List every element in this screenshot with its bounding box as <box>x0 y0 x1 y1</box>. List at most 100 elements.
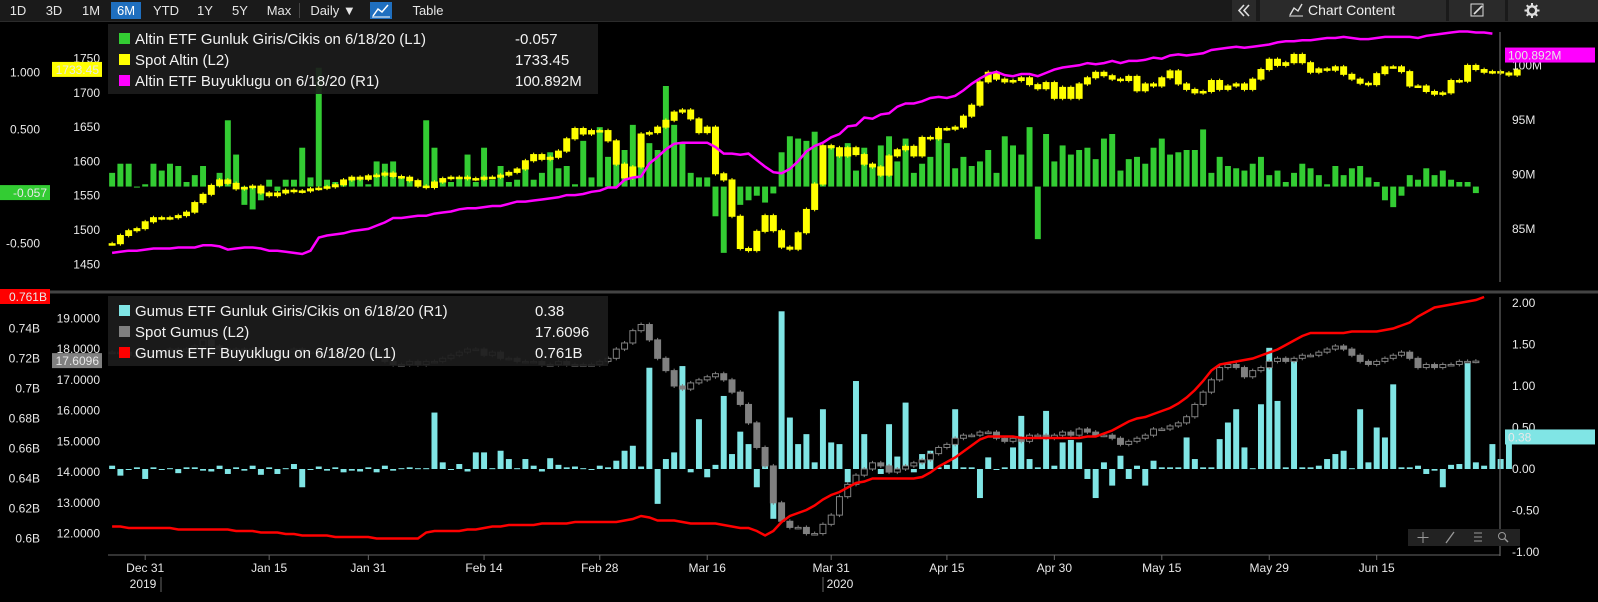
silver-flows-bar-6 <box>158 469 165 470</box>
x-year-label-1: 2020 <box>827 577 854 591</box>
spot-silver-candle-75 <box>728 379 736 393</box>
gold-flows-bar-11 <box>200 166 207 187</box>
spot-silver-candle-67 <box>662 357 670 372</box>
range-1d-button[interactable]: 1D <box>9 3 27 18</box>
silver-flows-bar-7 <box>167 468 173 470</box>
silver-flows-bar-28 <box>340 469 347 473</box>
spot-gold-candle-74 <box>720 173 728 181</box>
gold-flows-bar-156 <box>1398 186 1405 196</box>
spot-gold-candle-127 <box>1158 77 1166 87</box>
spot-silver-candle-161 <box>1439 363 1447 369</box>
silver-flows-bar-135 <box>1224 422 1231 469</box>
gold-flows-bar-49 <box>514 179 521 187</box>
spot-gold-candle-120 <box>1100 71 1108 77</box>
range-max-button[interactable]: Max <box>266 3 292 18</box>
range-6m-button[interactable]: 6M <box>111 2 141 19</box>
silver-flows-bar-131 <box>1191 459 1198 469</box>
spot-gold-candle-29 <box>348 176 356 181</box>
gold-flows-bar-119 <box>1092 159 1099 187</box>
silver-flows-bar-152 <box>1365 462 1372 469</box>
legend-swatch-gold-etf-size <box>119 75 130 86</box>
spot-gold-candle-114 <box>1050 82 1058 99</box>
spot-gold-candle-134 <box>1216 80 1224 90</box>
silver-flows-bar-148 <box>1332 454 1339 469</box>
zoom-icon[interactable] <box>1498 532 1509 543</box>
spot-silver-candle-151 <box>1356 354 1364 362</box>
silver-flows-bar-53 <box>547 458 554 469</box>
silver-flows-bar-12 <box>208 469 215 472</box>
legend-value-silver-etf-size: 0.761B <box>535 345 583 362</box>
collapse-panel-button[interactable] <box>1232 0 1256 21</box>
silver-etf-size-line <box>112 295 1485 540</box>
spot-silver-l2-tick-4: 15.0000 <box>57 434 101 448</box>
spot-silver-candle-156 <box>1398 351 1405 356</box>
silver-flows-bar-45 <box>481 452 488 469</box>
gold-etf-size-r1-tick-1: 95M <box>1512 113 1535 127</box>
spot-silver-candle-135 <box>1224 363 1232 369</box>
line-chart-type-button[interactable] <box>370 2 392 19</box>
draw-line-icon[interactable] <box>1445 531 1455 544</box>
gold-panel: 1.0000.500-0.500175017001650160015501500… <box>0 30 1595 282</box>
spot-gold-l2-tick-5: 1500 <box>73 223 100 237</box>
spot-gold-candle-125 <box>1141 83 1149 92</box>
table-button[interactable]: Table <box>412 3 444 18</box>
spot-gold-candle-156 <box>1398 66 1405 73</box>
silver-flows-bar-137 <box>1241 447 1248 469</box>
range-1m-button[interactable]: 1M <box>81 3 101 18</box>
gold-flows-bar-68 <box>671 124 678 187</box>
chart-content-button[interactable]: Chart Content <box>1260 0 1446 21</box>
spot-gold-candle-166 <box>1480 69 1488 73</box>
silver-flows-bar-127 <box>1158 467 1165 469</box>
gold-flows-bar-6 <box>158 170 165 187</box>
gold-flows-bar-3 <box>133 186 140 188</box>
gold-flows-bar-72 <box>704 177 711 187</box>
spot-silver-l2-badge-bg <box>52 353 102 369</box>
edit-button[interactable] <box>1449 0 1505 21</box>
range-5y-button[interactable]: 5Y <box>232 3 248 18</box>
silver-flows-bar-117 <box>1076 442 1083 469</box>
silver-flows-bar-66 <box>654 469 661 504</box>
gold-flows-bar-97 <box>910 172 917 187</box>
gold-flows-bar-151 <box>1357 166 1364 187</box>
spot-gold-candle-3 <box>133 228 141 232</box>
gold-flows-bar-73 <box>712 186 719 217</box>
gold-flows-bar-2 <box>125 163 132 187</box>
frequency-dropdown[interactable]: Daily ▼ <box>310 3 356 18</box>
silver-flows-bar-122 <box>1117 455 1124 469</box>
list-icon[interactable] <box>1474 532 1482 542</box>
gold-flows-bar-39 <box>431 147 438 187</box>
silver-flows-bar-105 <box>976 469 983 499</box>
spot-silver-candle-140 <box>1265 360 1273 369</box>
silver-flows-bar-94 <box>886 424 893 469</box>
legend-label-silver-etf-size: Gumus ETF Buyuklugu on 6/18/20 (L1) <box>135 345 396 362</box>
spot-silver-candle-95 <box>893 468 901 473</box>
spot-silver-candle-127 <box>1158 428 1166 432</box>
silver-flows-bar-62 <box>621 450 628 469</box>
spot-gold-candle-85 <box>811 183 819 210</box>
spot-gold-candle-23 <box>298 190 306 193</box>
spot-silver-l2-tick-6: 13.0000 <box>57 496 101 510</box>
silver-flows-bar-34 <box>390 469 397 471</box>
spot-silver-candle-125 <box>1141 434 1149 439</box>
settings-button[interactable] <box>1508 0 1598 21</box>
gold-flows-bar-107 <box>993 172 1000 187</box>
crosshair-icon[interactable] <box>1417 532 1429 543</box>
gold-flows-bar-59 <box>596 127 603 187</box>
gold-flows-l1-badge-bg <box>0 185 50 201</box>
range-ytd-button[interactable]: YTD <box>153 3 179 18</box>
spot-gold-candle-147 <box>1323 68 1331 71</box>
silver-legend: Gumus ETF Gunluk Giris/Cikis on 6/18/20 … <box>108 296 608 366</box>
x-tick-label-8: Apr 30 <box>1037 561 1073 575</box>
spot-silver-candle-78 <box>753 422 761 448</box>
silver-flows-bar-51 <box>530 465 537 469</box>
range-3d-button[interactable]: 3D <box>45 3 63 18</box>
silver-flows-bar-161 <box>1439 469 1446 488</box>
range-1y-button[interactable]: 1Y <box>197 3 213 18</box>
spot-gold-candle-84 <box>802 208 810 234</box>
spot-silver-candle-117 <box>1075 428 1083 436</box>
spot-gold-candle-89 <box>844 147 852 157</box>
spot-gold-candle-116 <box>1067 86 1075 99</box>
spot-gold-candle-8 <box>174 215 182 219</box>
spot-silver-candle-121 <box>1108 434 1116 439</box>
spot-silver-candle-96 <box>902 465 910 470</box>
